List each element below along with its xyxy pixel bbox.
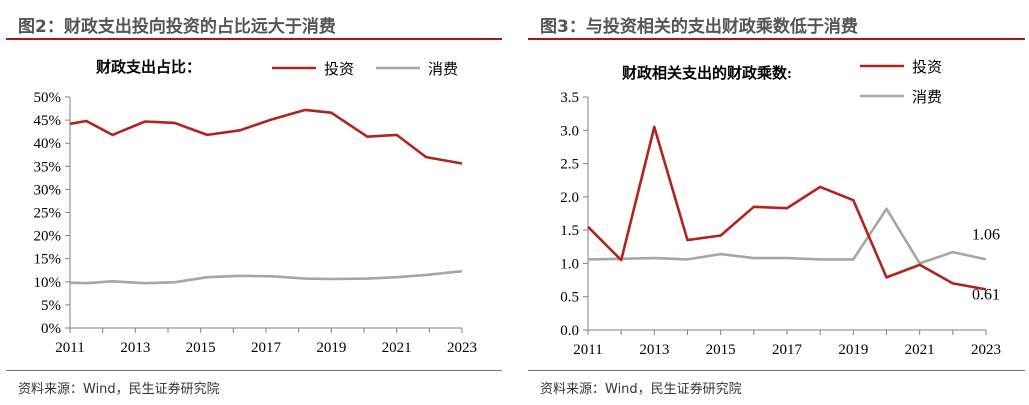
y-tick-label: 0.5 [560, 290, 579, 306]
x-tick-label: 2021 [905, 342, 935, 358]
series-line-investment [69, 108, 463, 165]
y-tick-label: 50% [34, 90, 62, 106]
y-tick-label: 35% [34, 159, 62, 175]
y-tick-label: 10% [34, 275, 62, 291]
series-line-consumption [69, 269, 463, 285]
share-line-chart: 财政支出占比： 0% 5% 10% 15% 20% 25% 30% 35% 40% 45% 50% 20… [34, 58, 478, 356]
y-tick-label: 3.5 [560, 90, 579, 106]
y-tick-label: 30% [34, 182, 62, 198]
series-line-consumption [587, 207, 987, 265]
footer-rule [6, 370, 502, 371]
x-tick-label: 2021 [382, 340, 412, 356]
x-tick-label: 2015 [186, 340, 216, 356]
y-tick-label: 0.0 [560, 323, 579, 339]
source-note: 资料来源：Wind，民生证券研究院 [540, 382, 742, 397]
figure-title: 图2：财政支出投向投资的占比远大于消费 [18, 17, 336, 37]
footer-rule [528, 370, 1025, 371]
x-tick-label: 2023 [447, 340, 477, 356]
x-tick-label: 2015 [706, 342, 736, 358]
figure-title: 图3：与投资相关的支出财政乘数低于消费 [540, 17, 858, 37]
x-tick-label: 2023 [971, 342, 1001, 358]
y-tick-label: 5% [41, 298, 61, 314]
y-tick-label: 25% [34, 206, 62, 222]
chart-title: 财政相关支出的财政乘数: [622, 64, 792, 82]
legend-label: 投资 [324, 61, 354, 78]
legend-label: 投资 [912, 59, 942, 76]
title-rule [6, 38, 502, 40]
y-tick-label: 2.0 [560, 190, 579, 206]
x-tick-label: 2017 [251, 340, 282, 356]
multiplier-line-chart: 财政相关支出的财政乘数: 0.0 0.5 1.0 1.5 2.0 2.5 3.0 3.5 2011… [560, 59, 1001, 358]
y-tick-label: 2.5 [560, 157, 579, 173]
x-tick-label: 2013 [120, 340, 150, 356]
y-tick-label: 20% [34, 229, 62, 245]
x-tick-label: 2013 [639, 342, 669, 358]
y-tick-label: 1.5 [560, 223, 579, 239]
y-tick-label: 45% [34, 113, 62, 129]
x-tick-label: 2011 [55, 340, 84, 356]
series-line-investment [587, 125, 987, 291]
data-label: 0.61 [972, 286, 1000, 303]
legend-label: 消费 [428, 61, 458, 78]
figure-panel-left: 图2：财政支出投向投资的占比远大于消费 财政支出占比： 0% 5% 10% 15% 20%… [0, 0, 506, 405]
y-tick-label: 1.0 [560, 256, 579, 272]
x-tick-label: 2019 [838, 342, 868, 358]
x-tick-label: 2019 [316, 340, 346, 356]
y-tick-label: 0% [41, 321, 61, 337]
y-tick-label: 3.0 [560, 123, 579, 139]
y-tick-label: 15% [34, 252, 62, 268]
data-label: 1.06 [972, 226, 1000, 243]
x-tick-label: 2017 [772, 342, 803, 358]
legend-label: 消费 [912, 89, 942, 106]
title-rule [528, 38, 1025, 40]
chart-title: 财政支出占比： [96, 58, 201, 76]
x-tick-label: 2011 [573, 342, 602, 358]
y-tick-label: 40% [34, 136, 62, 152]
figure-panel-right: 图3：与投资相关的支出财政乘数低于消费 财政相关支出的财政乘数: 0.0 0.5 1.… [522, 0, 1029, 405]
source-note: 资料来源：Wind，民生证券研究院 [18, 382, 220, 397]
